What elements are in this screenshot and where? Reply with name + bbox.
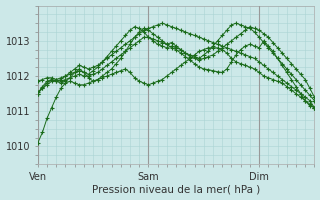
X-axis label: Pression niveau de la mer( hPa ): Pression niveau de la mer( hPa )	[92, 184, 260, 194]
